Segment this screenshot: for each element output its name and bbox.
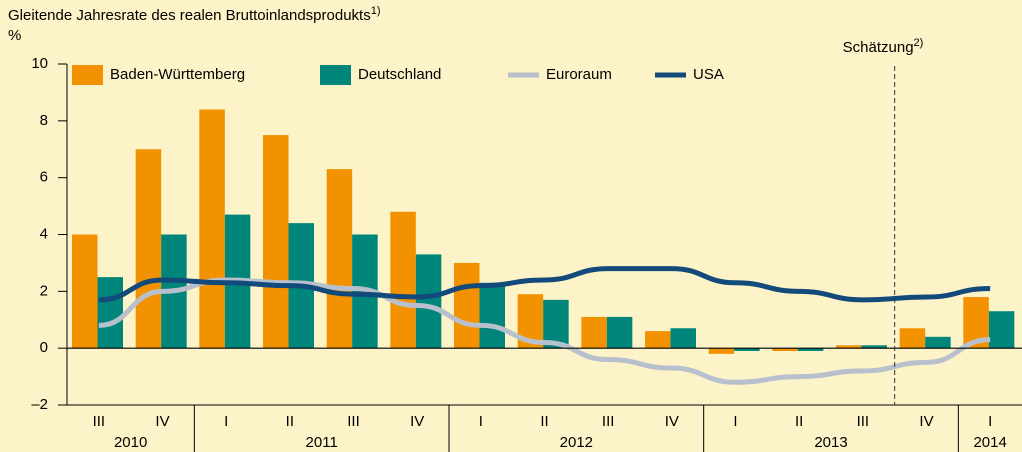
x-tick-label: IV bbox=[155, 413, 169, 430]
y-tick-label: 4 bbox=[40, 225, 48, 242]
line bbox=[98, 277, 991, 385]
y-tick-label: 2 bbox=[40, 282, 48, 299]
bar bbox=[772, 348, 798, 352]
chart-title: Gleitende Jahresrate des realen Bruttoin… bbox=[8, 5, 381, 24]
bar bbox=[199, 109, 225, 349]
line bbox=[98, 266, 991, 303]
bar bbox=[72, 234, 98, 349]
year-label: 2010 bbox=[114, 434, 147, 451]
year-label: 2012 bbox=[560, 434, 593, 451]
bar bbox=[797, 348, 824, 352]
bar bbox=[415, 254, 442, 349]
x-tick-label: I bbox=[224, 413, 228, 430]
y-tick-label: 10 bbox=[31, 55, 48, 72]
bar bbox=[135, 149, 162, 349]
bar bbox=[925, 336, 951, 349]
bar bbox=[390, 211, 416, 349]
legend-label: Euroraum bbox=[546, 66, 612, 83]
title-superscript: 1) bbox=[371, 5, 381, 17]
x-tick-label: II bbox=[540, 413, 548, 430]
x-tick-label: III bbox=[93, 413, 106, 430]
x-tick-label: III bbox=[602, 413, 615, 430]
bar bbox=[97, 277, 123, 349]
bar bbox=[836, 345, 862, 349]
x-tick-label: I bbox=[733, 413, 737, 430]
bar bbox=[899, 328, 926, 349]
bar bbox=[479, 282, 505, 349]
legend-swatch bbox=[72, 65, 103, 85]
bar bbox=[708, 348, 735, 354]
year-label: 2013 bbox=[814, 434, 847, 451]
legend-label: Baden-Württemberg bbox=[110, 66, 245, 83]
x-tick-label: IV bbox=[410, 413, 424, 430]
x-tick-label: I bbox=[988, 413, 992, 430]
y-tick-label: 6 bbox=[40, 169, 48, 186]
year-label: 2011 bbox=[306, 434, 338, 451]
x-tick-label: II bbox=[286, 413, 294, 430]
legend-swatch bbox=[320, 65, 351, 85]
y-tick-label: 8 bbox=[40, 112, 48, 129]
bar bbox=[454, 262, 480, 349]
x-tick-label: IV bbox=[665, 413, 679, 430]
y-unit: % bbox=[8, 27, 21, 44]
bar bbox=[734, 348, 760, 352]
x-tick-label: II bbox=[795, 413, 803, 430]
annotation-text: Schätzung bbox=[843, 39, 914, 56]
bar bbox=[861, 345, 887, 349]
bar bbox=[645, 331, 671, 349]
annotation: Schätzung2) bbox=[843, 37, 924, 56]
x-tick-label: III bbox=[347, 413, 360, 430]
title-text: Gleitende Jahresrate des realen Bruttoin… bbox=[8, 7, 371, 24]
legend-label: Deutschland bbox=[358, 66, 441, 83]
annotation-superscript: 2) bbox=[914, 37, 924, 49]
x-tick-label: I bbox=[479, 413, 483, 430]
legend-label: USA bbox=[693, 66, 724, 83]
year-label: 2014 bbox=[973, 434, 1006, 451]
bar bbox=[988, 311, 1015, 349]
y-tick-label: –2 bbox=[31, 396, 48, 413]
bar bbox=[263, 135, 289, 349]
bar bbox=[606, 316, 633, 349]
y-tick-label: 0 bbox=[40, 339, 48, 356]
bar bbox=[581, 316, 607, 349]
bar bbox=[326, 169, 353, 349]
bar bbox=[670, 328, 696, 349]
x-tick-label: III bbox=[857, 413, 870, 430]
x-tick-label: IV bbox=[919, 413, 933, 430]
